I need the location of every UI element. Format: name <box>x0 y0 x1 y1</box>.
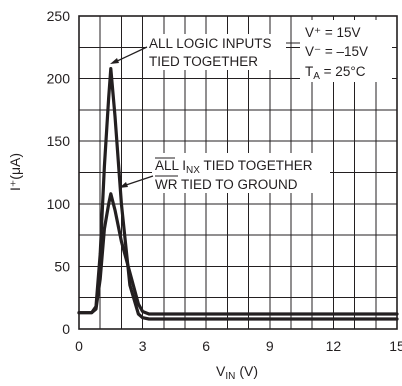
wr-rest: TIED TO GROUND <box>178 177 298 192</box>
wr-annotation-line: WR TIED TO GROUND <box>155 177 298 192</box>
curves <box>77 67 399 321</box>
x-tick-label: 0 <box>75 338 83 354</box>
x-tick-label: 3 <box>139 338 147 354</box>
y-tick-label: 50 <box>54 258 70 274</box>
y-tick-label: 150 <box>47 133 71 149</box>
y-tick-label: 200 <box>47 71 71 87</box>
condition-ta-main: T <box>305 64 313 79</box>
y-tick-labels: 0 50 100 150 200 250 <box>47 8 71 337</box>
condition-ta: TA = 25°C <box>305 64 366 82</box>
inx-annotation-line1: ALL INX TIED TOGETHER <box>155 158 313 176</box>
plot-frame <box>78 15 398 330</box>
x-tick-labels: 0 3 6 9 12 15 <box>75 338 402 354</box>
series-line-2 <box>77 192 399 316</box>
condition-ta-rest: = 25°C <box>320 64 366 79</box>
inx-post: TIED TOGETHER <box>200 158 313 173</box>
logic-annotation-arrowhead <box>110 58 119 64</box>
inx-sub: NX <box>186 165 200 176</box>
x-axis-title: VIN (V) <box>216 363 258 382</box>
x-tick-label: 12 <box>326 338 342 354</box>
y-tick-label: 250 <box>47 8 71 24</box>
logic-annotation-leader <box>112 46 148 64</box>
condition-v-minus: V⁻ = –15V <box>305 44 368 59</box>
x-tick-label: 9 <box>266 338 274 354</box>
x-axis-title-sub: IN <box>225 371 235 382</box>
y-tick-label: 0 <box>62 321 70 337</box>
inx-pre: ALL I <box>155 158 186 173</box>
conditions-background <box>300 20 392 82</box>
condition-v-plus: V⁺ = 15V <box>305 25 361 40</box>
inx-annotation-arrowhead <box>119 182 128 188</box>
y-tick-label: 100 <box>47 196 71 212</box>
inx-annotation-leader <box>122 175 154 187</box>
condition-ta-sub: A <box>313 71 320 82</box>
inx-annotation-background <box>152 153 330 193</box>
series-line-1 <box>77 67 399 321</box>
logic-annotation-background <box>146 34 286 70</box>
wr-over: WR <box>155 177 178 192</box>
y-axis-title: I⁺(μA) <box>7 153 23 191</box>
logic-annotation-line2: TIED TOGETHER <box>149 54 258 69</box>
x-axis-title-unit: (V) <box>239 363 258 379</box>
x-tick-label: 15 <box>389 338 402 354</box>
x-tick-label: 6 <box>202 338 210 354</box>
logic-annotation-line1: ALL LOGIC INPUTS <box>149 36 272 51</box>
x-axis-title-main: V <box>216 363 226 379</box>
